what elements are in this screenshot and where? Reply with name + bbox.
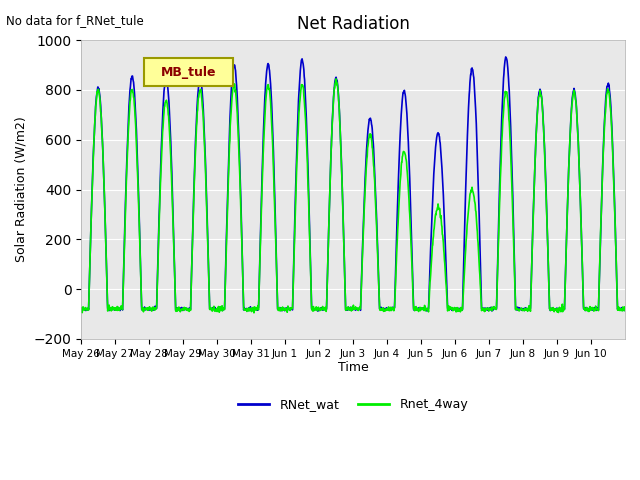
RNet_wat bbox=[621, 307, 628, 313]
Y-axis label: Solar Radiation (W/m2): Solar Radiation (W/m2) bbox=[15, 117, 28, 263]
RNet_wat bbox=[561, 283, 569, 288]
Rnet_4way bbox=[614, 307, 622, 313]
Rnet_4way bbox=[163, 98, 170, 104]
Rnet_4way bbox=[482, 306, 490, 312]
Text: No data for f_RNet_tule: No data for f_RNet_tule bbox=[6, 14, 144, 27]
RNet_wat bbox=[614, 306, 622, 312]
RNet_wat bbox=[453, 308, 461, 314]
Rnet_4way bbox=[621, 304, 628, 310]
Rnet_4way bbox=[77, 306, 85, 312]
RNet_wat bbox=[328, 120, 336, 125]
Rnet_4way bbox=[561, 282, 569, 288]
FancyBboxPatch shape bbox=[144, 58, 234, 86]
Line: RNet_wat: RNet_wat bbox=[81, 57, 625, 311]
Rnet_4way bbox=[339, 216, 347, 221]
Rnet_4way bbox=[332, 76, 340, 82]
RNet_wat bbox=[163, 76, 170, 82]
RNet_wat bbox=[77, 306, 85, 312]
RNet_wat bbox=[502, 54, 509, 60]
Rnet_4way bbox=[250, 310, 258, 316]
RNet_wat bbox=[481, 305, 489, 311]
Line: Rnet_4way: Rnet_4way bbox=[81, 79, 625, 313]
Title: Net Radiation: Net Radiation bbox=[296, 15, 410, 33]
Legend: RNet_wat, Rnet_4way: RNet_wat, Rnet_4way bbox=[233, 394, 473, 416]
Text: MB_tule: MB_tule bbox=[161, 66, 216, 79]
Rnet_4way bbox=[329, 116, 337, 122]
RNet_wat bbox=[339, 190, 346, 196]
X-axis label: Time: Time bbox=[338, 361, 369, 374]
